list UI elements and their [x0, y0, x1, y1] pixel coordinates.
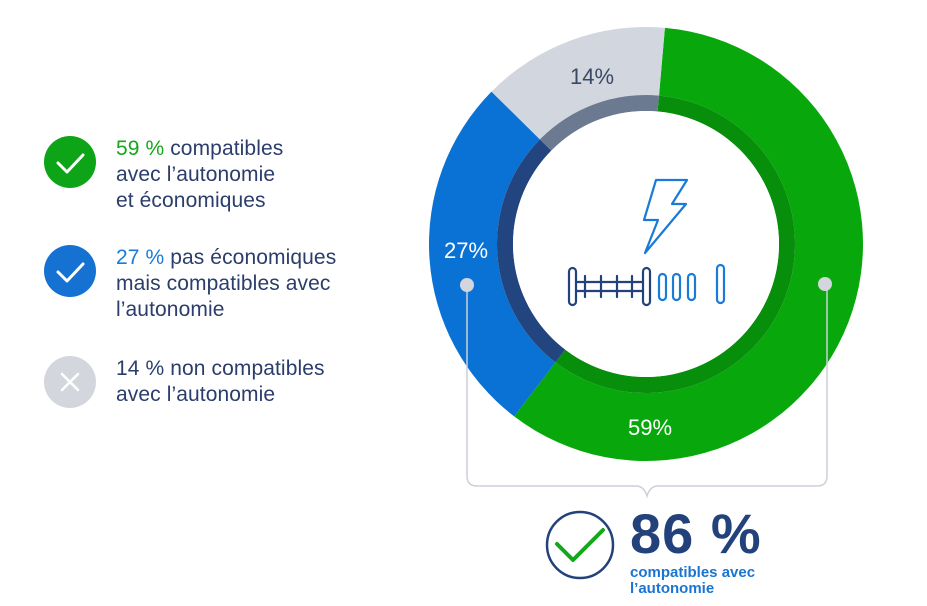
- legend-item-59: 59 % compatibles avec l’autonomie et éco…: [44, 136, 283, 214]
- slice-label-27: 27%: [444, 238, 488, 263]
- legend-line: et économiques: [116, 189, 266, 212]
- total-label-line: l’autonomie: [630, 580, 715, 597]
- legend-line: mais compatibles avec: [116, 272, 331, 295]
- legend-text: 59 % compatibles avec l’autonomie et éco…: [116, 136, 283, 214]
- legend-pct: 27 %: [116, 246, 165, 269]
- electric-gearbox-icon: [567, 178, 726, 307]
- legend-line: avec l’autonomie: [116, 163, 276, 186]
- legend-text: 27 % pas économiques mais compatibles av…: [116, 245, 336, 323]
- legend-pct: 59 %: [116, 137, 165, 160]
- bracket-dot-left: [460, 278, 474, 292]
- bracket-dot-right: [818, 277, 832, 291]
- slice-label-14: 14%: [570, 64, 614, 89]
- lightning-icon: [642, 178, 689, 255]
- donut-hole: [513, 111, 779, 377]
- donut-slices: [429, 27, 864, 462]
- donut-slice: [491, 27, 665, 140]
- legend-item-27: 27 % pas économiques mais compatibles av…: [44, 245, 336, 323]
- legend-line: avec l’autonomie: [116, 383, 276, 406]
- total-label-line: compatibles avec: [630, 564, 756, 581]
- legend-text: 14 % non compatibles avec l’autonomie: [116, 356, 325, 408]
- total-summary: 86 % compatibles avec l’autonomie: [630, 505, 762, 597]
- legend-line: compatibles: [164, 137, 284, 160]
- donut-slice: [514, 27, 864, 462]
- bracket: [466, 284, 828, 499]
- slice-label-59: 59%: [628, 415, 672, 440]
- legend-line: pas économiques: [164, 246, 337, 269]
- check-icon: [44, 136, 96, 188]
- total-label: compatibles avec l’autonomie: [630, 565, 762, 597]
- total-value: 86 %: [630, 502, 762, 565]
- legend-line: l’autonomie: [116, 298, 225, 321]
- close-icon: [44, 356, 96, 408]
- check-icon: [44, 245, 96, 297]
- legend-line: non compatibles: [164, 357, 325, 380]
- donut-inner-ring: [555, 95, 795, 393]
- legend-pct: 14 %: [116, 357, 165, 380]
- donut-inner-ring: [539, 95, 659, 151]
- legend-item-14: 14 % non compatibles avec l’autonomie: [44, 356, 325, 408]
- check-circle-icon: [545, 510, 615, 580]
- donut-inner-ring: [497, 139, 566, 363]
- donut-slice: [429, 91, 556, 417]
